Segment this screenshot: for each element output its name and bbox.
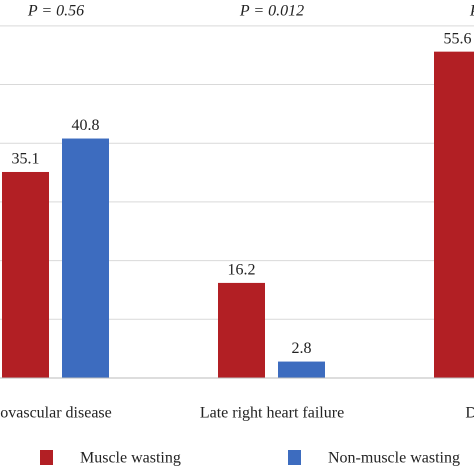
bar [2, 171, 49, 378]
legend-swatch [40, 450, 53, 465]
legend-label: Non-muscle wasting [328, 450, 460, 467]
value-label: 35.1 [12, 151, 40, 168]
x-tick-label: Driveli [465, 405, 474, 422]
p-value: P = 0 [469, 3, 474, 20]
bar [218, 282, 265, 378]
value-label: 16.2 [228, 262, 256, 279]
value-label: 55.6 [444, 30, 472, 47]
legend-swatch [288, 450, 301, 465]
bar [434, 51, 474, 379]
legend-label: Muscle wasting [80, 450, 181, 467]
x-tick-label: ovascular disease [0, 405, 112, 422]
bar [278, 361, 325, 378]
p-value: P = 0.56 [27, 3, 84, 20]
bar [62, 138, 109, 378]
value-label: 2.8 [292, 340, 312, 357]
p-value: P = 0.012 [239, 3, 304, 20]
value-label: 40.8 [72, 117, 100, 134]
x-tick-label: Late right heart failure [200, 405, 344, 422]
